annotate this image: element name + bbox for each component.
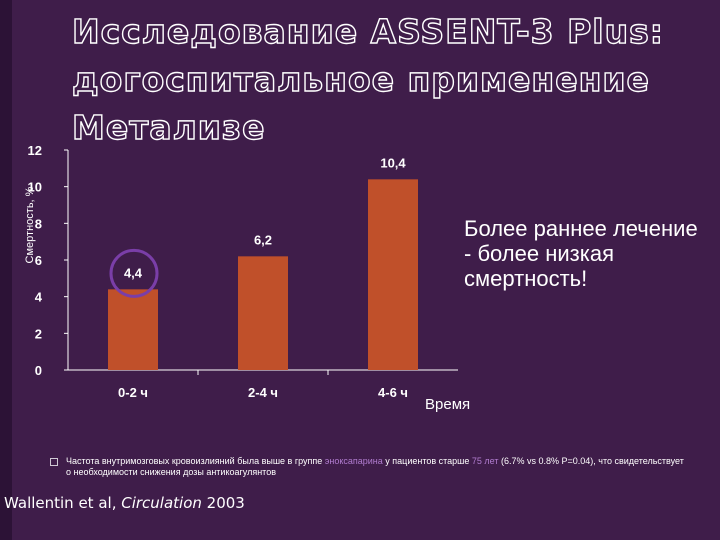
highlight-circle <box>109 248 159 298</box>
bar-3 <box>368 179 418 370</box>
bar-1 <box>108 289 158 370</box>
x-tick-label: 4-6 ч <box>378 385 408 400</box>
x-tick-label: 2-4 ч <box>248 385 278 400</box>
y-tick-label: 6 <box>35 253 42 268</box>
citation-authors: Wallentin et al, <box>4 494 122 512</box>
footnote-highlight-age: 75 лет <box>471 456 499 466</box>
footnote-part2: у пациентов старше <box>382 456 472 466</box>
footnote-part1: Частота внутримозговых кровоизлияний был… <box>66 456 325 466</box>
y-tick-label: 8 <box>35 216 42 231</box>
x-tick-label: 0-2 ч <box>118 385 148 400</box>
data-label-3: 10,4 <box>380 155 406 170</box>
bullet-icon <box>50 458 58 466</box>
slide-title: Исследование ASSENT-3 Plus: догоспитальн… <box>71 11 664 147</box>
left-decor-strip <box>0 0 12 540</box>
y-tick-label: 12 <box>28 143 42 158</box>
y-tick-label: 4 <box>35 290 43 305</box>
x-axis-label: Время <box>425 396 470 413</box>
data-label-2: 6,2 <box>254 232 272 247</box>
footnote: Частота внутримозговых кровоизлияний был… <box>50 456 690 478</box>
y-tick-label: 0 <box>35 363 42 378</box>
footnote-highlight-drug: эноксапарина <box>324 456 383 466</box>
y-axis-label: Смертность, % <box>24 186 36 263</box>
y-tick-label: 2 <box>35 326 42 341</box>
side-note: Более раннее лечение - более низкая смер… <box>464 216 698 291</box>
citation-journal: Circulation <box>121 494 202 512</box>
citation: Wallentin et al, Circulation 2003 <box>4 494 245 512</box>
data-label-1: 4,4 <box>124 265 143 280</box>
chart-data-labels: 4,4 6,2 10,4 <box>109 155 406 298</box>
footnote-text: Частота внутримозговых кровоизлияний был… <box>66 456 690 478</box>
bar-2 <box>238 256 288 370</box>
chart-bars <box>108 179 418 370</box>
footnote-part3: (6.7% vs 0.8% P=0.04), что свидетельству… <box>66 456 684 477</box>
citation-year: 2003 <box>201 494 245 512</box>
y-tick-label: 10 <box>28 180 42 195</box>
